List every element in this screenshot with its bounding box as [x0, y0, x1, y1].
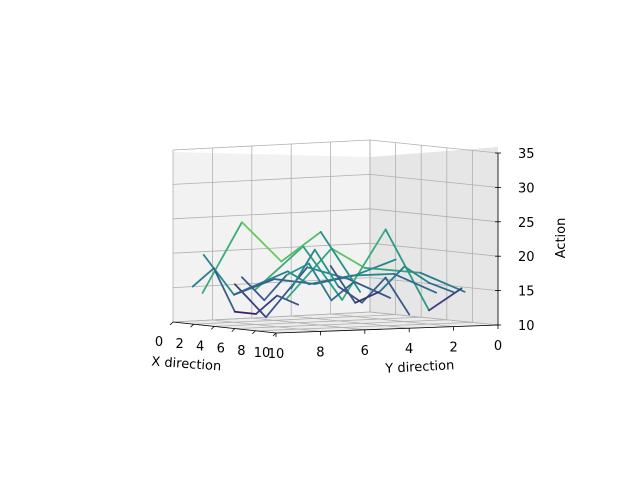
x-tick — [190, 323, 194, 328]
wire-segment — [313, 248, 340, 288]
x-gridline-floor — [172, 311, 371, 323]
wire-segment — [233, 278, 276, 296]
x-axis-line — [172, 321, 277, 334]
wire-segment — [233, 310, 257, 315]
y-tick-label: 8 — [316, 345, 324, 360]
y-gridline-floor — [330, 313, 454, 327]
wire-segment — [419, 271, 466, 293]
x-tick-label: 4 — [196, 339, 204, 354]
x-tick — [252, 330, 256, 335]
wire-segment — [347, 278, 392, 299]
wire-segment — [330, 247, 366, 269]
z-tick-label: 15 — [518, 285, 535, 300]
y-axis-label: Y direction — [384, 358, 455, 377]
y-tick-label: 10 — [268, 347, 285, 362]
axes — [169, 152, 501, 337]
x-gridline-floor — [214, 316, 422, 327]
x-axis-label: X direction — [151, 355, 222, 375]
wire-series-6 — [191, 267, 300, 315]
wire-segment — [265, 266, 309, 319]
wireframe — [191, 221, 466, 319]
y-tick-label: 4 — [405, 342, 413, 357]
x-gridline-floor — [255, 322, 473, 332]
z-tick-label: 35 — [518, 147, 535, 162]
wire-segment — [201, 221, 243, 294]
wire-series-9 — [329, 264, 455, 304]
wire-segment — [255, 294, 279, 315]
wire-segment — [241, 221, 283, 263]
wire-segment — [302, 245, 344, 301]
x-tick-label: 6 — [217, 342, 225, 357]
x-tick — [210, 326, 215, 330]
wire-segment — [428, 287, 463, 312]
wire-segment — [263, 274, 288, 302]
wire-segment — [354, 258, 397, 277]
wire-segment — [191, 267, 215, 288]
grid-lines — [172, 139, 499, 334]
wire-segment — [384, 228, 430, 312]
y-tick-label: 0 — [494, 339, 502, 354]
wire-segment — [280, 231, 322, 263]
y-gridline-floor — [369, 311, 499, 326]
z-tick-label: 25 — [518, 216, 535, 231]
y-tick-label: 2 — [449, 341, 457, 356]
y-gridline-floor — [251, 317, 365, 331]
y-axis-line — [275, 324, 499, 334]
x-gridline-floor — [193, 314, 396, 325]
x-tick-label: 8 — [237, 344, 245, 359]
y-gridline-floor — [291, 315, 410, 329]
wire-segment — [392, 272, 438, 294]
x-tick — [231, 328, 236, 332]
wire-segment — [306, 266, 350, 281]
wire-segment — [378, 265, 406, 293]
wire-segment — [286, 247, 333, 300]
wire-segment — [290, 248, 316, 290]
wire-segment — [212, 267, 236, 313]
wire-segment — [354, 290, 381, 304]
z-axis-label: Action — [554, 218, 569, 259]
wire-series-3 — [233, 266, 392, 319]
wire-series-5 — [201, 221, 362, 294]
wire-segment — [329, 264, 357, 304]
y-gridline-floor — [212, 319, 321, 332]
wire-segment — [233, 283, 267, 319]
z-tick-label: 30 — [518, 181, 535, 196]
y-tick-label: 6 — [361, 344, 369, 359]
x-tick — [169, 321, 174, 326]
wire-segment — [403, 265, 430, 284]
wire-segment — [350, 272, 395, 277]
z-tick-label: 10 — [518, 319, 535, 334]
wire-segment — [202, 254, 235, 296]
wire-segment — [308, 262, 333, 302]
x-gridline-floor — [234, 319, 447, 329]
wire-series-7 — [241, 262, 355, 302]
axes-panes — [173, 147, 498, 333]
wire-segment — [428, 281, 455, 294]
wire-segment — [341, 228, 387, 301]
wire-segment — [276, 294, 300, 306]
z-tick-label: 20 — [518, 250, 535, 265]
x-tick-label: 10 — [254, 346, 271, 361]
x-tick-label: 2 — [175, 337, 183, 352]
wire-segment — [241, 276, 266, 302]
wire-segment — [330, 281, 355, 302]
x-tick-label: 0 — [155, 335, 163, 350]
x-tick — [272, 332, 277, 337]
wire-segment — [384, 276, 411, 316]
